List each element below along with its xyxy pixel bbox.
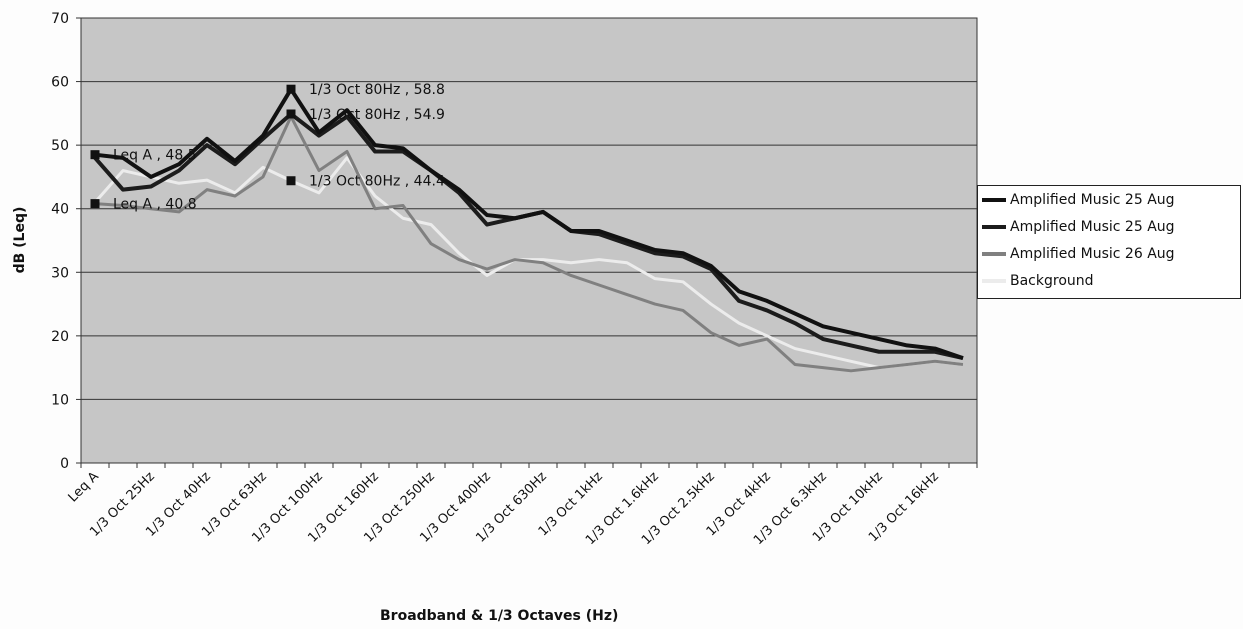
legend-swatch-0 [982, 197, 1006, 202]
x-axis-title: Broadband & 1/3 Octaves (Hz) [380, 608, 619, 624]
data-label-marker [90, 150, 100, 160]
x-tick-label: Leq A [66, 469, 102, 505]
legend-label-3: Background [1010, 272, 1094, 289]
legend-swatch-3 [982, 278, 1006, 283]
legend-label-0: Amplified Music 25 Aug [1010, 191, 1175, 208]
data-label-marker [286, 109, 296, 119]
legend-item-0: Amplified Music 25 Aug [978, 186, 1240, 213]
y-tick-label: 10 [51, 392, 69, 408]
legend-item-2: Amplified Music 26 Aug [978, 240, 1240, 267]
y-tick-label: 50 [51, 138, 69, 154]
legend-swatch-1 [982, 224, 1006, 229]
legend-swatch-2 [982, 251, 1006, 256]
y-tick-label: 30 [51, 265, 69, 281]
y-tick-label: 60 [51, 75, 69, 91]
data-label: Leq A , 48.5 [113, 148, 197, 164]
plot-area [80, 17, 978, 464]
y-tick-label: 70 [51, 11, 69, 27]
y-axis-title: dB (Leq) [12, 206, 28, 274]
legend-label-2: Amplified Music 26 Aug [1010, 245, 1175, 262]
data-label-marker [90, 199, 100, 209]
series-line-2 [94, 115, 964, 373]
legend-label-1: Amplified Music 25 Aug [1010, 218, 1175, 235]
y-tick-label: 0 [60, 456, 69, 472]
data-label: 1/3 Oct 80Hz , 54.9 [309, 107, 445, 123]
y-tick-label: 40 [51, 202, 69, 218]
series-line-3 [93, 156, 964, 370]
data-label: 1/3 Oct 80Hz , 44.4 [309, 174, 445, 190]
data-label: 1/3 Oct 80Hz , 58.8 [309, 82, 445, 98]
legend: Amplified Music 25 Aug Amplified Music 2… [977, 185, 1241, 299]
legend-item-1: Amplified Music 25 Aug [978, 213, 1240, 240]
legend-item-3: Background [978, 267, 1240, 294]
data-label-marker [286, 84, 296, 94]
data-label: Leq A , 40.8 [113, 197, 197, 213]
series-line-0 [94, 87, 964, 361]
data-label-marker [286, 176, 296, 186]
y-tick-label: 20 [51, 329, 69, 345]
